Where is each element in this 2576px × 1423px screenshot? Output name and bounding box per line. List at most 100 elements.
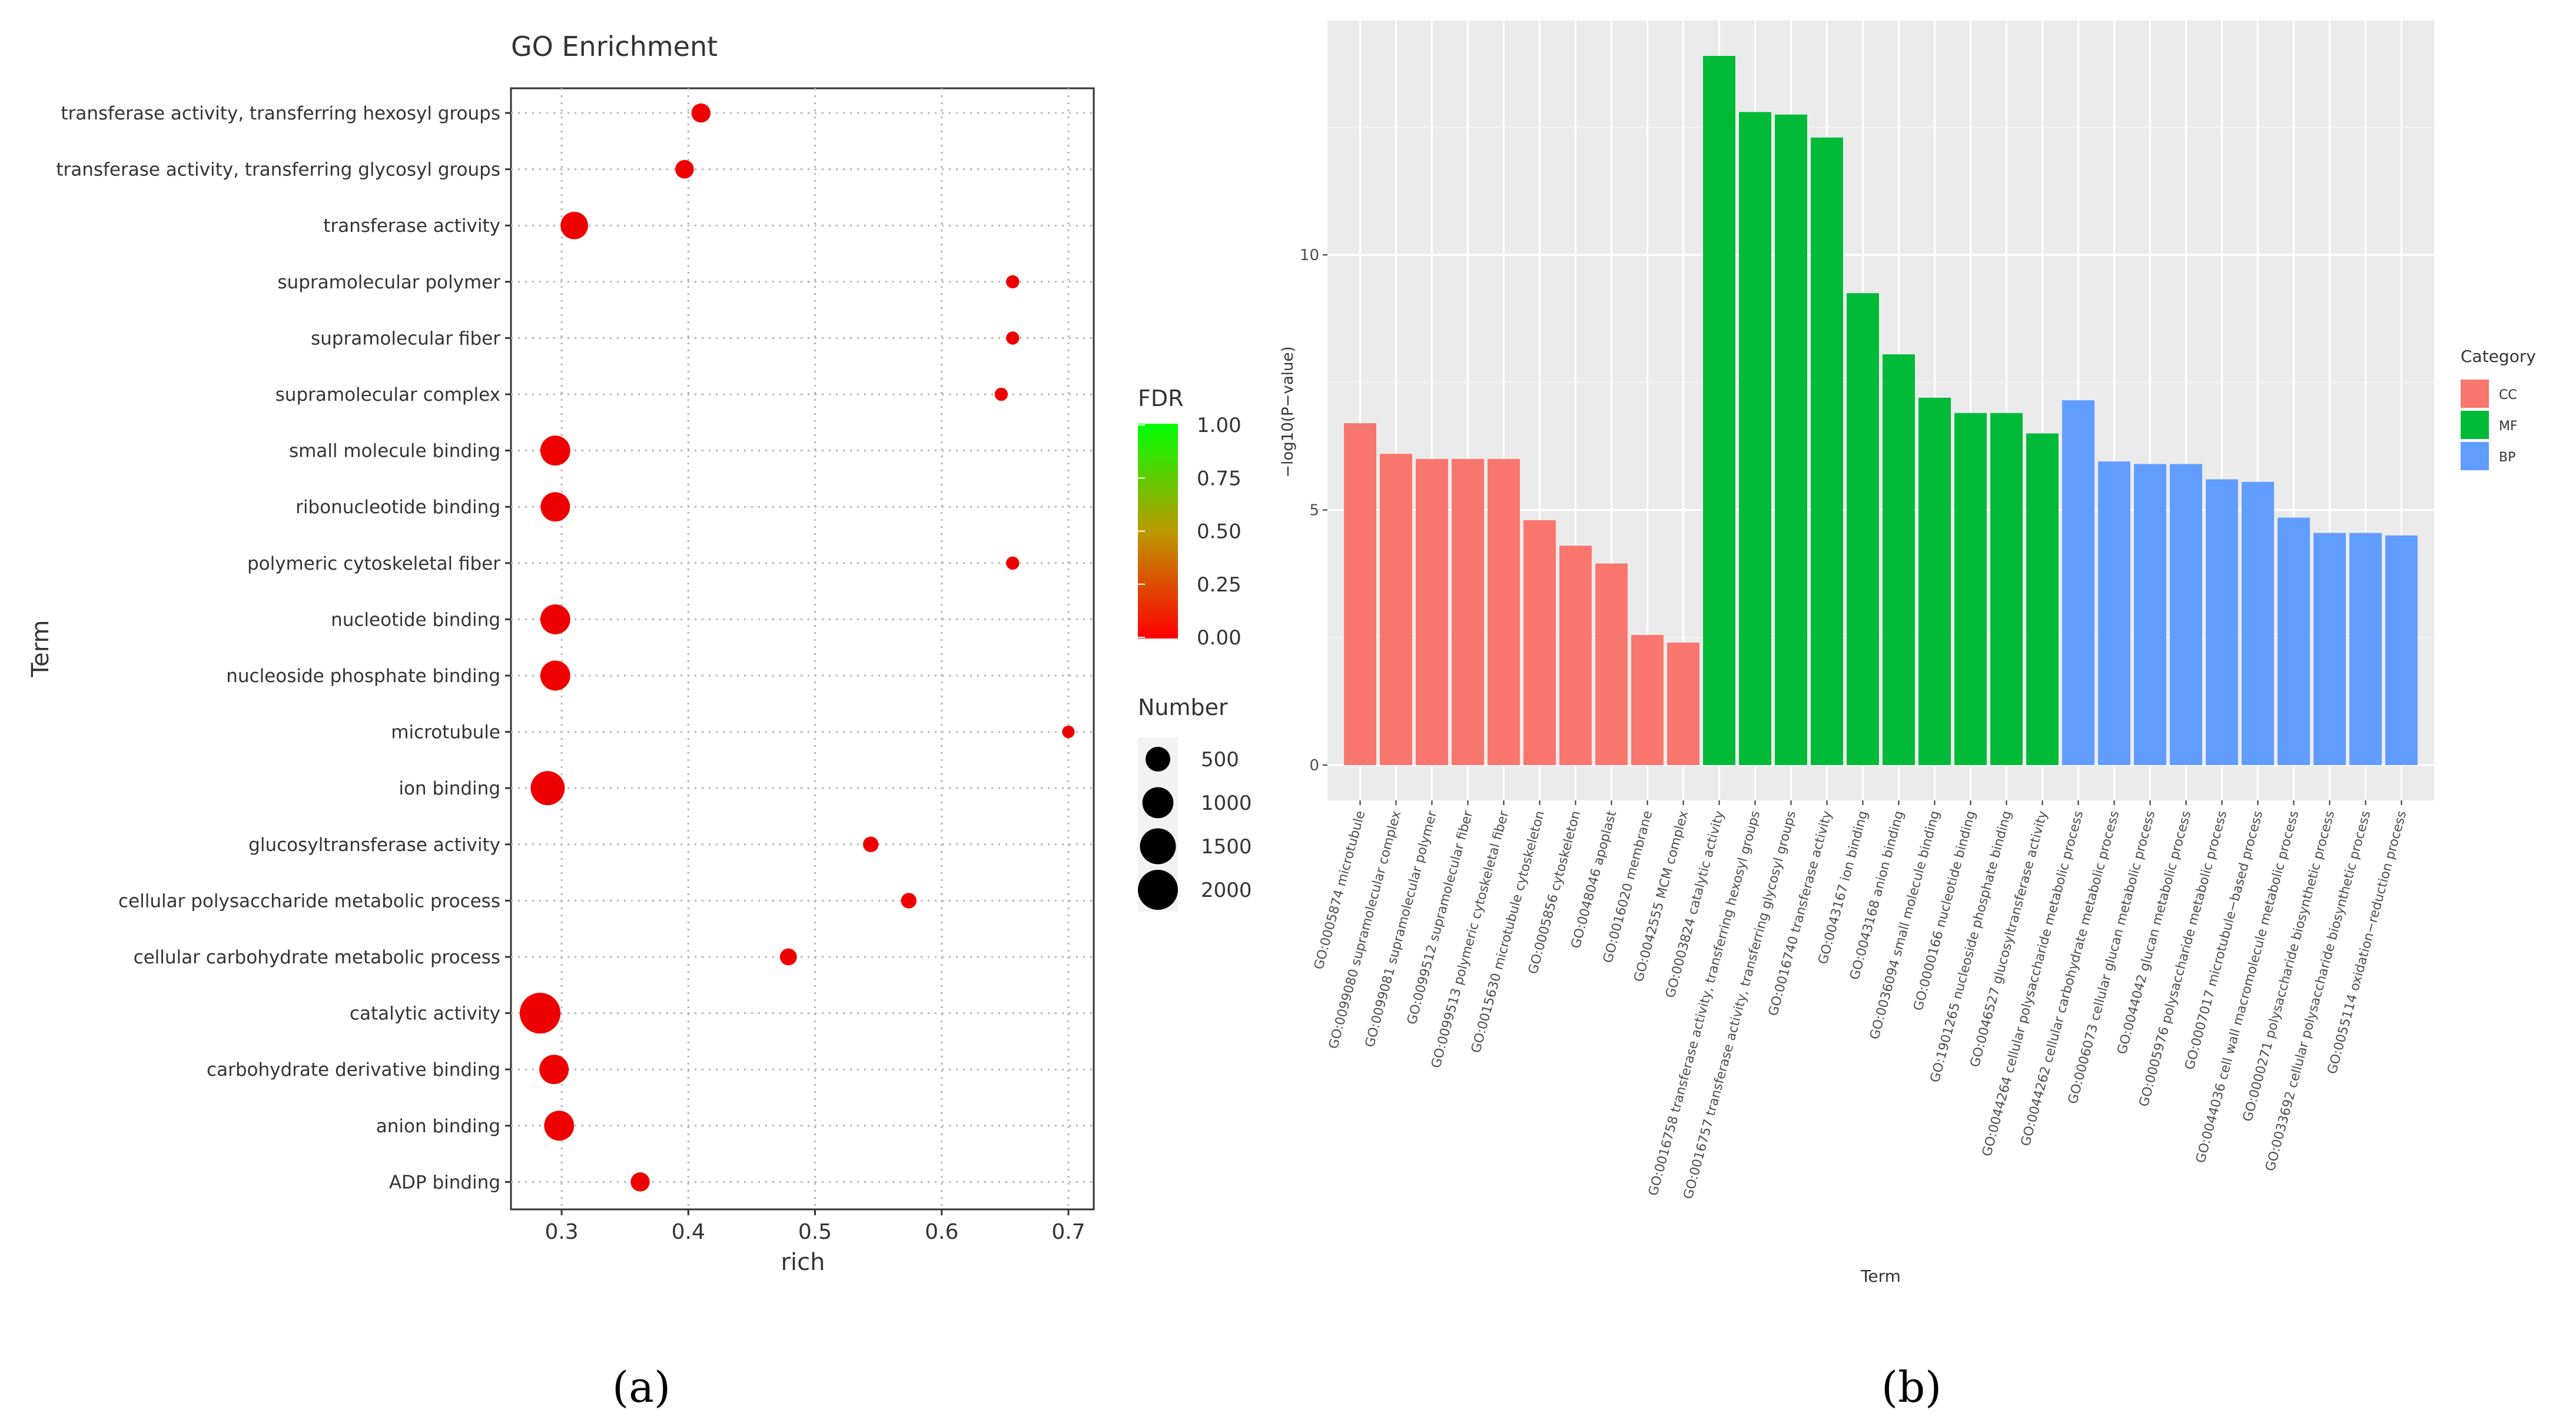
chart-b-bar [1990,413,2023,765]
chart-b-bar [2206,479,2238,765]
chart-b-bar [2242,481,2274,765]
category-legend-swatch [2461,411,2489,439]
chart-a-ytick-label: transferase activity, transferring hexos… [61,103,500,124]
number-legend-title: Number [1138,694,1228,720]
chart-b-bar [1523,520,1556,765]
chart-a-ytick-label: transferase activity, transferring glyco… [56,159,500,181]
chart-a-point [1006,556,1020,570]
chart-a-gridlines [511,88,1094,1209]
chart-a-point [675,159,694,179]
chart-b-bar [1883,354,1915,765]
chart-b-xtick-label: GO:0099081 supramolecular polymer [1363,809,1440,1049]
chart-a-point [1062,726,1075,739]
chart-a-ytick-label: transferase activity [323,215,500,237]
chart-a-point [544,1111,575,1141]
number-legend-label: 1000 [1201,792,1252,815]
category-legend-items: CC MF BP [2461,380,2518,470]
chart-a-ytick-label: microtubule [391,722,500,743]
chart-b-bar [1739,112,1771,765]
chart-a-xtick-label: 0.6 [925,1220,958,1244]
number-legend-label: 1500 [1201,835,1252,859]
chart-b-bar [1954,413,1987,765]
chart-a-point [1006,331,1020,345]
number-legend-label: 2000 [1201,879,1252,902]
chart-b-y-label: −log10(P−value) [1279,346,1297,477]
chart-a-ytick-label: ADP binding [389,1172,500,1193]
chart-b-ytick-label: 0 [1309,757,1319,774]
category-legend-label: CC [2499,388,2517,403]
chart-a-point [630,1172,650,1192]
number-legend: Number 500 1000 1500 2000 [1138,694,1252,912]
chart-a-point [863,836,879,853]
chart-b-xtick-label: GO:0099512 supramolecular fiber [1405,809,1476,1026]
chart-b-bar [1918,397,1951,765]
chart-a-point [540,492,570,522]
chart-a-xtick-label: 0.3 [545,1220,578,1244]
chart-b-bar [1488,458,1520,765]
chart-b-bar [2385,535,2418,765]
category-legend-title: Category [2461,347,2536,366]
fdr-legend: FDR 1.00 0.75 0.50 0.25 0.00 [1138,385,1241,650]
chart-a-point [691,103,711,123]
chart-a-ytick-label: catalytic activity [350,1003,500,1025]
chart-a-xtick-label: 0.7 [1051,1220,1085,1244]
chart-a-ytick-label: supramolecular complex [275,384,500,405]
chart-a-points [519,103,1075,1192]
chart-a-point [994,387,1008,401]
chart-b-bar [1631,634,1664,765]
chart-b-bar [2349,533,2382,765]
number-legend-dot [1142,787,1174,819]
chart-b-bar [1559,546,1592,765]
number-legend-items: 500 1000 1500 2000 [1138,737,1252,912]
chart-b-bar [1811,137,1843,765]
chart-a-point [530,771,565,806]
chart-a-x-axis: 0.3 0.4 0.5 0.6 0.7 [545,1209,1085,1244]
chart-b-bar [1344,423,1376,765]
chart-a-ytick-label: cellular carbohydrate metabolic process [134,947,500,968]
panel-label-b: (b) [1881,1362,1942,1412]
fdr-tick-label: 0.00 [1197,626,1241,650]
chart-a-point [779,948,797,966]
chart-b-bar [1667,642,1699,765]
number-legend-dot [1140,828,1176,865]
chart-a-point [539,1055,569,1085]
chart-a-title: GO Enrichment [511,31,718,62]
chart-a-y-axis: transferase activity, transferring hexos… [56,103,511,1193]
chart-a-point [540,435,570,466]
category-legend-swatch [2461,442,2489,470]
number-legend-dot [1138,870,1178,910]
category-legend: Category CC MF BP [2461,347,2536,470]
chart-a-point [560,211,588,240]
fdr-tick-label: 1.00 [1197,414,1241,437]
chart-b-bar [1595,563,1628,765]
chart-b-bar [1775,114,1807,766]
chart-b-bar [2098,461,2130,765]
chart-b-y-axis: 0 5 10 [1300,247,1327,774]
fdr-tick-label: 0.75 [1197,467,1241,490]
chart-b-bar [2062,400,2094,765]
category-legend-label: MF [2499,419,2518,434]
chart-a-ytick-label: ion binding [399,778,500,799]
chart-b-bar [1452,458,1484,765]
chart-a-ytick-label: supramolecular polymer [277,272,500,293]
category-legend-label: BP [2499,450,2515,465]
chart-a-point [540,660,570,691]
chart-b-x-label: Term [1860,1266,1901,1286]
chart-a-ytick-label: anion binding [376,1116,500,1137]
chart-b-bar [2134,464,2166,765]
chart-a-ytick-label: nucleotide binding [331,609,500,630]
chart-b-bar [2313,533,2346,765]
go-enrichment-chart: GO Enrichment transferase activity, tran… [27,31,1252,1276]
fdr-tick-label: 0.50 [1197,520,1241,544]
chart-a-ytick-label: polymeric cytoskeletal fiber [247,553,500,574]
chart-a-point [901,893,917,909]
chart-a-ytick-label: supramolecular fiber [311,328,500,349]
chart-b-ytick-label: 10 [1300,247,1319,264]
chart-b-bars [1344,56,2418,766]
number-legend-label: 500 [1201,748,1239,772]
chart-b-bar [2278,517,2310,765]
chart-b-bar [1380,454,1412,765]
